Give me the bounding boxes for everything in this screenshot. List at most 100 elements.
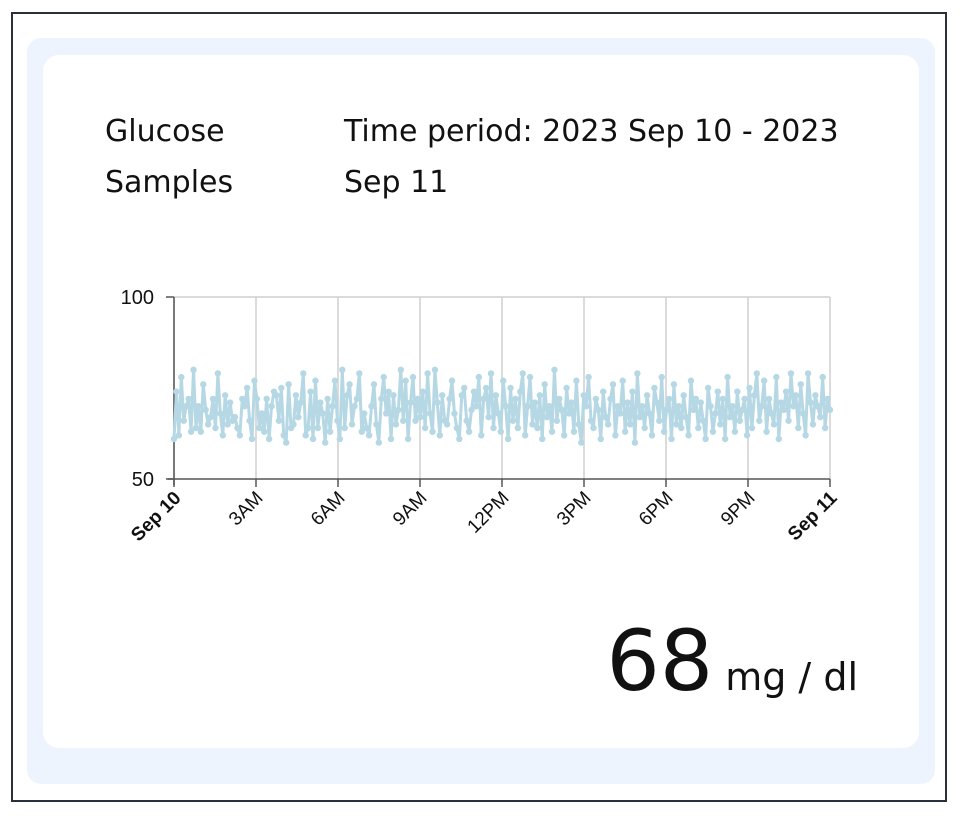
- x-tick-label: 6PM: [635, 488, 677, 530]
- data-point: [763, 428, 770, 435]
- data-point: [421, 424, 429, 432]
- data-point: [539, 435, 546, 443]
- data-point: [278, 384, 285, 392]
- data-point: [660, 428, 668, 435]
- data-point: [373, 421, 380, 428]
- x-tick-label: 9PM: [717, 488, 759, 530]
- data-point: [439, 392, 446, 399]
- data-point: [446, 395, 453, 403]
- x-tick-label: Sep 10: [127, 488, 185, 546]
- data-point: [629, 388, 636, 395]
- data-point: [743, 432, 751, 439]
- y-tick-label: 50: [132, 469, 154, 491]
- data-point: [492, 392, 500, 399]
- data-point: [263, 395, 270, 403]
- data-point: [612, 432, 619, 439]
- data-point: [502, 403, 509, 410]
- data-point: [636, 413, 643, 421]
- data-point: [509, 417, 517, 424]
- data-point: [792, 392, 800, 399]
- time-period: Time period: 2023 Sep 10 - 2023 Sep 11: [344, 114, 839, 200]
- data-point: [322, 439, 329, 446]
- data-point: [678, 424, 685, 432]
- data-point: [739, 406, 746, 414]
- data-point: [778, 399, 785, 406]
- data-point: [617, 410, 624, 417]
- data-point: [312, 377, 319, 384]
- data-point: [639, 403, 646, 410]
- data-point: [465, 428, 473, 435]
- data-point: [517, 388, 524, 395]
- data-point: [741, 395, 748, 403]
- data-point: [470, 388, 478, 395]
- data-point: [200, 381, 207, 388]
- data-point: [351, 403, 358, 410]
- data-point: [380, 373, 387, 381]
- data-point: [690, 406, 697, 414]
- x-tick-label: Sep 11: [784, 487, 842, 545]
- data-point: [529, 421, 536, 428]
- data-point: [404, 435, 412, 443]
- x-tick-label: 9AM: [389, 488, 431, 530]
- data-point: [280, 432, 287, 439]
- data-point: [339, 366, 346, 373]
- data-point: [812, 392, 819, 399]
- data-point: [307, 388, 314, 395]
- data-point: [329, 403, 336, 410]
- x-tick-label: 3PM: [553, 488, 595, 530]
- data-point: [456, 435, 463, 443]
- data-point: [390, 392, 397, 399]
- data-point: [234, 424, 241, 432]
- data-point: [219, 432, 226, 439]
- data-point: [621, 428, 629, 435]
- data-point: [663, 406, 670, 414]
- data-point: [804, 370, 812, 377]
- data-point: [656, 417, 663, 424]
- data-point: [746, 384, 753, 392]
- data-point: [514, 424, 522, 432]
- data-point: [248, 435, 256, 443]
- data-point: [819, 373, 826, 381]
- data-point: [258, 410, 265, 417]
- data-point: [560, 432, 568, 439]
- data-point: [585, 373, 592, 381]
- data-point: [826, 406, 834, 414]
- data-point: [707, 403, 714, 410]
- data-point: [436, 432, 444, 439]
- data-point: [490, 424, 497, 432]
- data-point: [519, 370, 526, 377]
- data-point: [212, 424, 219, 432]
- data-point: [595, 406, 602, 414]
- data-point: [575, 421, 583, 428]
- data-point: [182, 403, 190, 410]
- data-point: [178, 373, 185, 381]
- data-point: [602, 413, 609, 421]
- data-point: [619, 377, 626, 384]
- data-point: [748, 424, 756, 432]
- data-point: [336, 435, 344, 443]
- data-point: [782, 388, 790, 395]
- data-point: [480, 395, 487, 403]
- data-point: [239, 395, 246, 403]
- x-tick-label: 12PM: [464, 488, 514, 538]
- data-point: [451, 410, 458, 417]
- data-point: [443, 421, 451, 428]
- data-point: [414, 395, 422, 403]
- data-point: [807, 399, 814, 406]
- data-point: [682, 413, 690, 421]
- data-point: [641, 424, 648, 432]
- data-point: [590, 424, 597, 432]
- data-point: [297, 399, 305, 406]
- data-point: [256, 424, 263, 432]
- data-point: [348, 421, 356, 428]
- data-point: [246, 417, 253, 424]
- data-point: [768, 410, 775, 417]
- glucose-unit: mg / dl: [725, 655, 858, 699]
- data-point: [760, 377, 768, 384]
- data-point: [487, 370, 495, 377]
- data-point: [780, 406, 787, 414]
- data-point: [770, 421, 778, 428]
- data-point: [192, 424, 200, 432]
- data-point: [695, 424, 702, 432]
- data-point: [631, 439, 639, 446]
